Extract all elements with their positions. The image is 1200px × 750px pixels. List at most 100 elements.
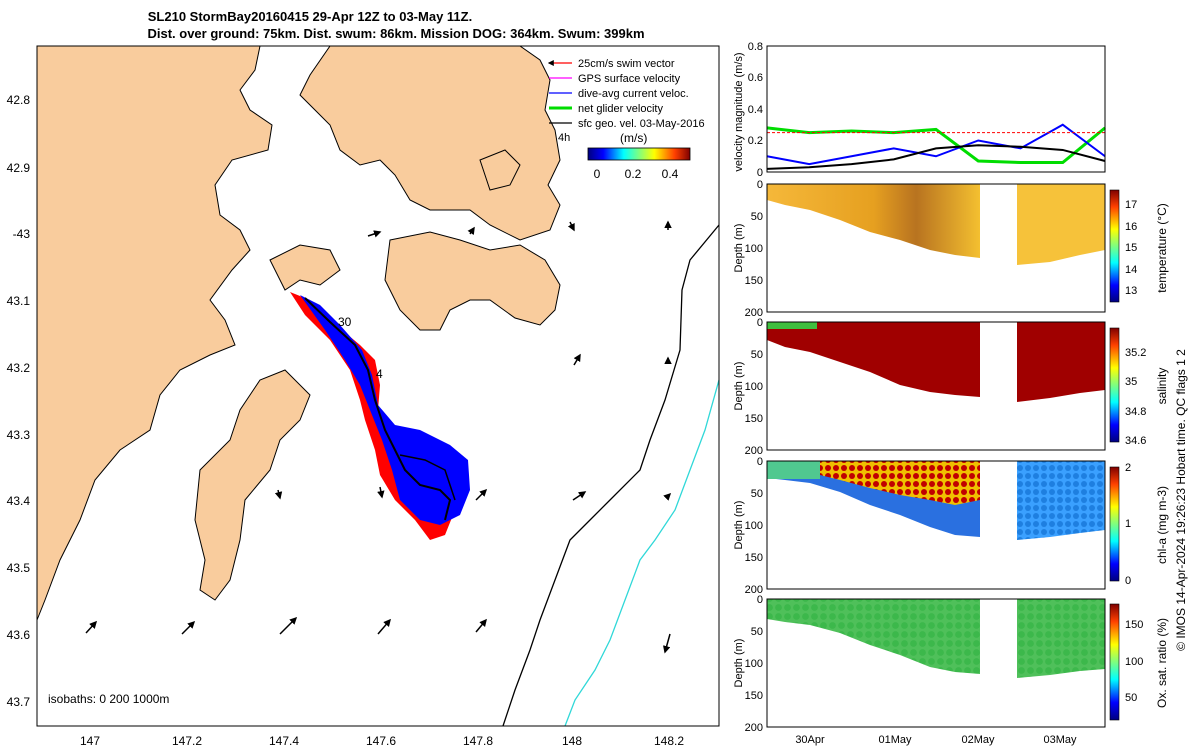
depth-tick: 200 <box>745 584 763 596</box>
map-x-tick: 147.6 <box>366 734 396 748</box>
oxygen-plot-frame <box>766 598 1106 728</box>
map-colorbar-tick: 0.4 <box>662 167 679 181</box>
velocity-series-line <box>766 144 1106 170</box>
temp-cb-tick: 14 <box>1125 264 1137 276</box>
track-current-vectors <box>300 295 470 525</box>
temp-cb-tick: 13 <box>1125 285 1137 297</box>
oxygen-panel: 0 50 100 150 200 Depth (m) 50 100 150 Ox… <box>733 594 1169 746</box>
map-land-peninsula <box>269 244 341 291</box>
salinity-section-2 <box>1017 322 1105 402</box>
arrow <box>367 230 382 238</box>
salinity-plot-frame <box>766 321 1106 451</box>
map-y-tick: 43.3 <box>7 428 31 442</box>
oxygen-ylabel: Depth (m) <box>733 639 745 688</box>
map-land-interior <box>194 369 311 601</box>
depth-tick: 200 <box>745 722 763 734</box>
arrow <box>475 488 488 501</box>
chla-section-1-upper <box>820 461 980 505</box>
arrow <box>573 353 581 366</box>
legend-label: sfc geo. vel. 03-May-2016 <box>578 118 705 130</box>
temperature-ylabel: Depth (m) <box>733 224 745 273</box>
oxygen-colorbar-label: Ox. sat. ratio (%) <box>1155 618 1169 708</box>
depth-tick: 150 <box>745 552 763 564</box>
depth-tick: 100 <box>745 381 763 393</box>
temp-cb-tick: 17 <box>1125 199 1137 211</box>
velocity-series-line <box>766 126 1106 165</box>
map-x-tick: 148.2 <box>654 734 684 748</box>
depth-tick: 50 <box>751 626 763 638</box>
sal-cb-tick: 35 <box>1125 376 1137 388</box>
arrow <box>662 633 671 654</box>
temp-cb-tick: 15 <box>1125 242 1137 254</box>
chla-cb-tick: 0 <box>1125 575 1131 587</box>
sal-cb-tick: 34.8 <box>1125 406 1146 418</box>
map-panel: 30 4 147 147.2 147.4 <box>7 45 720 748</box>
oxygen-section-2 <box>1017 599 1105 678</box>
map-y-tick: 43.1 <box>7 294 31 308</box>
map-y-tick: 43.5 <box>7 561 31 575</box>
depth-tick: 100 <box>745 243 763 255</box>
map-colorbar-tick: 0.2 <box>625 167 642 181</box>
velocity-panel: 0 0.2 0.4 0.6 0.8 velocity magnitude (m/… <box>733 41 1106 179</box>
map-x-tick: 147.8 <box>463 734 493 748</box>
map-y-tick: 43.6 <box>7 628 31 642</box>
velocity-series-group <box>766 123 1106 170</box>
map-colorbar <box>587 147 691 161</box>
oxy-cb-tick: 100 <box>1125 656 1143 668</box>
map-land-tasman <box>384 231 561 331</box>
geo-velocity-arrows <box>85 220 672 654</box>
arrow <box>279 616 298 635</box>
vel-y-tick: 0 <box>757 167 763 179</box>
track-label-30: 30 <box>338 315 352 329</box>
depth-tick: 50 <box>751 488 763 500</box>
depth-tick: 150 <box>745 275 763 287</box>
temperature-colorbar-label: temperature (°C) <box>1155 203 1169 293</box>
velocity-ylabel: velocity magnitude (m/s) <box>733 52 745 171</box>
velocity-plot-bg <box>767 46 1105 172</box>
vel-y-tick: 0.2 <box>748 135 763 147</box>
salinity-ylabel: Depth (m) <box>733 362 745 411</box>
map-x-ticks: 147 147.2 147.4 147.6 147.8 148 148.2 <box>80 734 684 748</box>
legend-label: 25cm/s swim vector <box>578 58 675 70</box>
depth-tick: 200 <box>745 445 763 457</box>
title-line-2: Dist. over ground: 75km. Dist. swum: 86k… <box>147 26 644 41</box>
map-y-tick: 42.8 <box>7 93 31 107</box>
map-colorbar-title: (m/s) <box>620 131 647 145</box>
salinity-colorbar-label: salinity <box>1155 368 1169 405</box>
map-y-tick: 43.2 <box>7 361 31 375</box>
salinity-colorbar <box>1109 327 1120 443</box>
sal-cb-tick: 34.6 <box>1125 435 1146 447</box>
chla-colorbar <box>1109 466 1120 582</box>
temperature-panel: 0 50 100 150 200 Depth (m) 13 14 15 16 1… <box>733 179 1169 319</box>
chla-plot-frame <box>766 460 1106 590</box>
arrow <box>85 620 98 634</box>
chla-surface-patch <box>767 461 820 479</box>
arrow <box>181 620 196 635</box>
track-label-4: 4 <box>376 367 383 381</box>
track-line <box>304 297 452 521</box>
legend-label: dive-avg current veloc. <box>578 88 689 100</box>
oxygen-colorbar <box>1109 603 1120 721</box>
temp-cb-tick: 16 <box>1125 221 1137 233</box>
map-y-tick: -43 <box>13 227 31 241</box>
depth-tick: 50 <box>751 349 763 361</box>
velocity-plot-frame <box>766 45 1106 173</box>
chla-panel: 0 50 100 150 200 Depth (m) 0 1 2 chl-a (… <box>733 456 1169 596</box>
arrow <box>572 491 587 501</box>
vel-y-tick: 0.6 <box>748 72 763 84</box>
time-x-tick: 01May <box>878 734 912 746</box>
map-legend: 25cm/s swim vector GPS surface velocity … <box>547 58 705 181</box>
temperature-colorbar <box>1109 189 1120 303</box>
legend-label: GPS surface velocity <box>578 73 681 85</box>
salinity-surface-patch <box>767 322 817 329</box>
depth-tick: 150 <box>745 690 763 702</box>
depth-tick: 50 <box>751 211 763 223</box>
isobath-200m <box>502 224 720 727</box>
salinity-panel: 0 50 100 150 200 Depth (m) 34.6 34.8 35 … <box>733 317 1169 457</box>
depth-tick: 100 <box>745 658 763 670</box>
map-extra-label: 4h <box>558 132 570 144</box>
oxygen-section-1 <box>767 599 980 674</box>
depth-tick: 200 <box>745 307 763 319</box>
time-x-tick: 30Apr <box>795 734 825 746</box>
